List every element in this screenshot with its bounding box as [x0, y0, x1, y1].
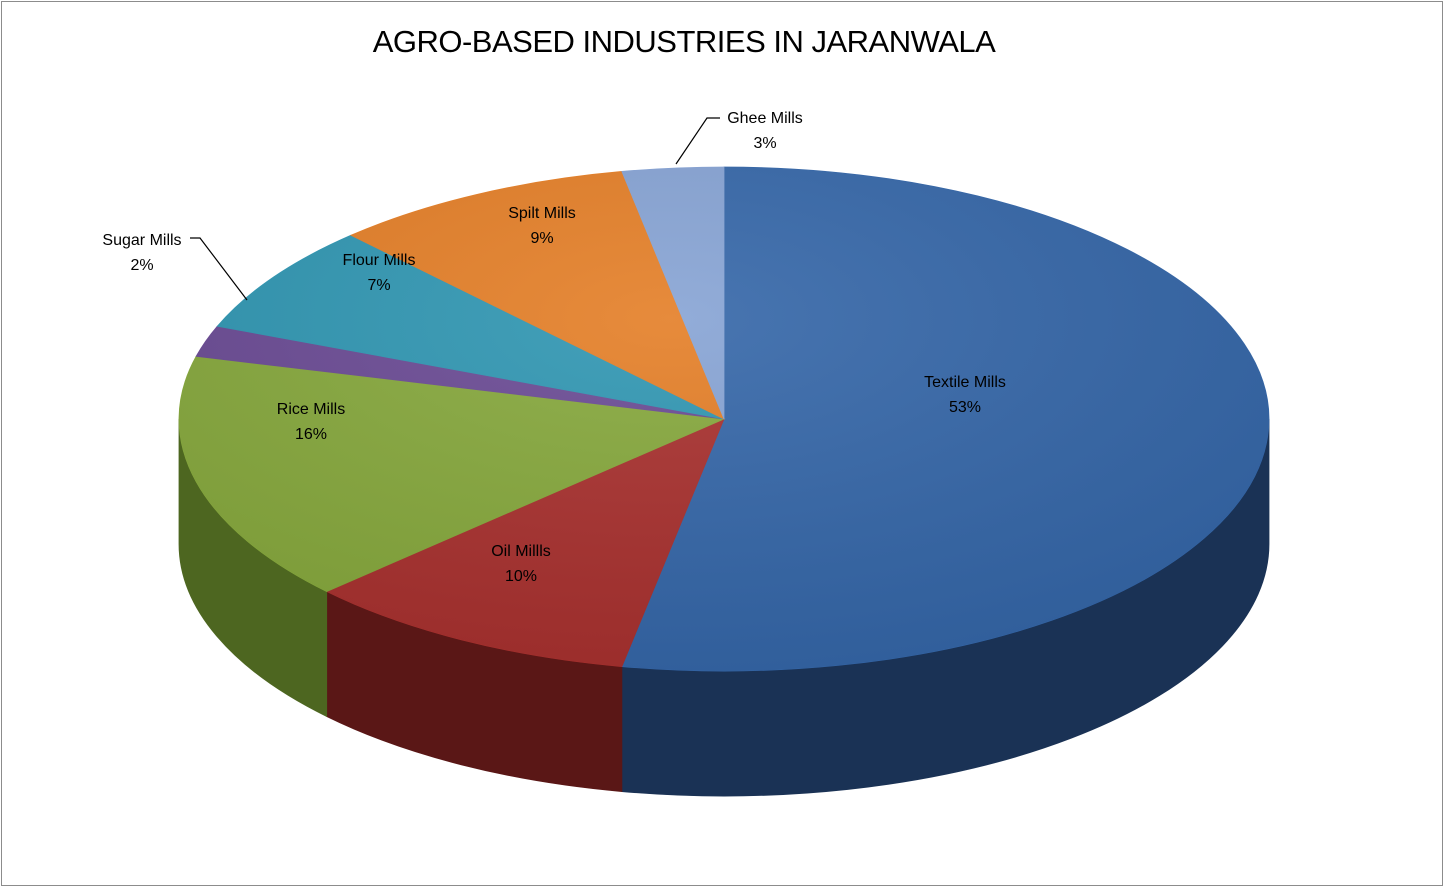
data-label-spilt-mills: Spilt Mills 9%: [508, 205, 576, 247]
data-label-value: 16%: [295, 426, 327, 443]
data-label-flour-mills: Flour Mills 7%: [343, 252, 416, 294]
data-label-value: 7%: [367, 277, 390, 294]
data-label-name: Spilt Mills: [508, 205, 576, 222]
data-label-value: 53%: [949, 399, 981, 416]
data-label-name: Sugar Mills: [102, 232, 181, 249]
data-label-ghee-mills: Ghee Mills 3%: [727, 110, 803, 152]
data-label-rice-mills: Rice Mills 16%: [277, 401, 345, 443]
leader-line-sugar-mills: [190, 237, 248, 301]
data-label-name: Ghee Mills: [727, 110, 803, 127]
data-label-value: 2%: [130, 257, 153, 274]
data-label-value: 3%: [753, 135, 776, 152]
data-label-name: Rice Mills: [277, 401, 345, 418]
data-label-textile-mills: Textile Mills 53%: [924, 374, 1006, 416]
data-label-name: Oil Millls: [491, 543, 551, 560]
data-label-name: Textile Mills: [924, 374, 1006, 391]
data-label-value: 9%: [530, 230, 553, 247]
data-label-name: Flour Mills: [343, 252, 416, 269]
data-label-sugar-mills: Sugar Mills 2%: [102, 232, 181, 274]
data-label-oil-millls: Oil Millls 10%: [491, 543, 551, 585]
leader-line-ghee-mills: [675, 117, 720, 165]
chart-title: AGRO-BASED INDUSTRIES IN JARANWALA: [372, 24, 996, 59]
data-label-value: 10%: [505, 568, 537, 585]
